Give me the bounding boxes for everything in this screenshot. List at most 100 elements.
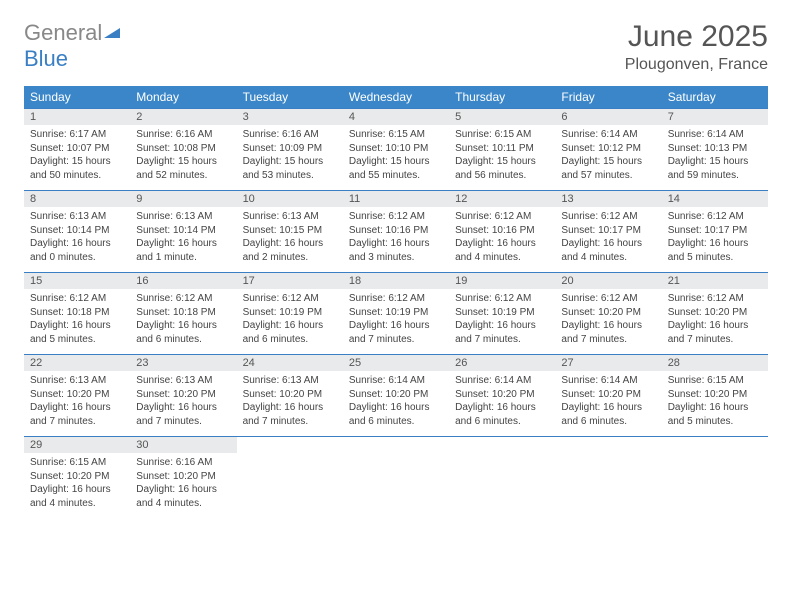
day-number-cell: 10 [237, 191, 343, 208]
sunrise-label: Sunrise: [668, 375, 705, 386]
brand-logo: General Blue [24, 20, 122, 72]
day-number-cell: 30 [130, 437, 236, 454]
sunset-value: 10:16 PM [492, 225, 535, 236]
day-header: Thursday [449, 86, 555, 109]
daylight-label: Daylight: [455, 238, 494, 249]
sunset-value: 10:14 PM [173, 225, 216, 236]
daylight-label: Daylight: [349, 402, 388, 413]
sunrise-value: 6:12 AM [495, 293, 532, 304]
calendar-body: 1234567Sunrise: 6:17 AMSunset: 10:07 PMD… [24, 109, 768, 519]
sunset-label: Sunset: [349, 389, 383, 400]
day-body-cell: Sunrise: 6:12 AMSunset: 10:19 PMDaylight… [237, 289, 343, 355]
sunset-value: 10:09 PM [279, 143, 322, 154]
sunset-value: 10:17 PM [704, 225, 747, 236]
sunset-value: 10:20 PM [279, 389, 322, 400]
day-number-cell [343, 437, 449, 454]
daylight-label: Daylight: [349, 320, 388, 331]
sunset-label: Sunset: [30, 143, 64, 154]
sunrise-value: 6:12 AM [495, 211, 532, 222]
sunset-label: Sunset: [349, 307, 383, 318]
daylight-label: Daylight: [243, 238, 282, 249]
daynum-row: 891011121314 [24, 191, 768, 208]
day-body-cell: Sunrise: 6:13 AMSunset: 10:14 PMDaylight… [24, 207, 130, 273]
header: General Blue June 2025 Plougonven, Franc… [24, 20, 768, 74]
day-body-cell [343, 453, 449, 518]
day-number-cell: 4 [343, 109, 449, 126]
sunset-value: 10:12 PM [598, 143, 641, 154]
daylight-label: Daylight: [455, 156, 494, 167]
sunrise-label: Sunrise: [30, 375, 67, 386]
sunrise-value: 6:12 AM [69, 293, 106, 304]
daynum-row: 2930 [24, 437, 768, 454]
sunset-label: Sunset: [243, 143, 277, 154]
day-number-cell: 16 [130, 273, 236, 290]
day-number-cell: 21 [662, 273, 768, 290]
sunrise-value: 6:12 AM [707, 293, 744, 304]
daybody-row: Sunrise: 6:17 AMSunset: 10:07 PMDaylight… [24, 125, 768, 191]
daylight-label: Daylight: [30, 484, 69, 495]
sunrise-value: 6:12 AM [176, 293, 213, 304]
sunset-label: Sunset: [136, 389, 170, 400]
day-number-cell: 23 [130, 355, 236, 372]
day-body-cell: Sunrise: 6:13 AMSunset: 10:14 PMDaylight… [130, 207, 236, 273]
sunrise-label: Sunrise: [136, 375, 173, 386]
day-body-cell: Sunrise: 6:14 AMSunset: 10:20 PMDaylight… [555, 371, 661, 437]
daylight-label: Daylight: [136, 484, 175, 495]
sunrise-value: 6:12 AM [388, 211, 425, 222]
sunrise-value: 6:13 AM [69, 211, 106, 222]
day-body-cell: Sunrise: 6:14 AMSunset: 10:13 PMDaylight… [662, 125, 768, 191]
sunset-label: Sunset: [30, 225, 64, 236]
daylight-label: Daylight: [668, 238, 707, 249]
day-body-cell [237, 453, 343, 518]
day-number-cell: 20 [555, 273, 661, 290]
day-header: Wednesday [343, 86, 449, 109]
sunrise-label: Sunrise: [349, 375, 386, 386]
daylight-label: Daylight: [136, 156, 175, 167]
sunset-label: Sunset: [668, 307, 702, 318]
daylight-label: Daylight: [243, 156, 282, 167]
sunset-label: Sunset: [243, 307, 277, 318]
sunrise-value: 6:16 AM [282, 129, 319, 140]
day-number-cell: 11 [343, 191, 449, 208]
day-number-cell: 24 [237, 355, 343, 372]
sunset-value: 10:20 PM [67, 389, 110, 400]
sunset-value: 10:18 PM [67, 307, 110, 318]
daylight-label: Daylight: [455, 320, 494, 331]
sunset-value: 10:11 PM [492, 143, 534, 154]
sunrise-label: Sunrise: [561, 375, 598, 386]
sunset-value: 10:20 PM [704, 389, 747, 400]
sunrise-label: Sunrise: [561, 293, 598, 304]
sunset-label: Sunset: [243, 225, 277, 236]
title-block: June 2025 Plougonven, France [625, 20, 768, 74]
sunrise-value: 6:16 AM [176, 457, 213, 468]
day-number-cell: 26 [449, 355, 555, 372]
sunset-value: 10:20 PM [386, 389, 429, 400]
sunrise-label: Sunrise: [243, 375, 280, 386]
daylight-label: Daylight: [349, 156, 388, 167]
sunset-label: Sunset: [668, 143, 702, 154]
daylight-label: Daylight: [561, 238, 600, 249]
day-number-cell [555, 437, 661, 454]
sunrise-value: 6:12 AM [707, 211, 744, 222]
brand-part2: Blue [24, 46, 68, 71]
day-number-cell: 22 [24, 355, 130, 372]
daynum-row: 22232425262728 [24, 355, 768, 372]
day-body-cell: Sunrise: 6:12 AMSunset: 10:20 PMDaylight… [555, 289, 661, 355]
month-title: June 2025 [625, 20, 768, 54]
sunset-value: 10:18 PM [173, 307, 216, 318]
day-body-cell: Sunrise: 6:12 AMSunset: 10:19 PMDaylight… [449, 289, 555, 355]
sunrise-label: Sunrise: [243, 211, 280, 222]
daylight-label: Daylight: [668, 402, 707, 413]
day-body-cell: Sunrise: 6:13 AMSunset: 10:20 PMDaylight… [130, 371, 236, 437]
day-body-cell: Sunrise: 6:16 AMSunset: 10:08 PMDaylight… [130, 125, 236, 191]
sunrise-value: 6:14 AM [707, 129, 744, 140]
sunset-label: Sunset: [455, 143, 489, 154]
day-number-cell: 28 [662, 355, 768, 372]
sunrise-value: 6:13 AM [176, 211, 213, 222]
sunset-value: 10:19 PM [279, 307, 322, 318]
daylight-label: Daylight: [455, 402, 494, 413]
day-number-cell: 15 [24, 273, 130, 290]
sunset-value: 10:20 PM [492, 389, 535, 400]
sunrise-label: Sunrise: [668, 293, 705, 304]
day-header-row: SundayMondayTuesdayWednesdayThursdayFrid… [24, 86, 768, 109]
